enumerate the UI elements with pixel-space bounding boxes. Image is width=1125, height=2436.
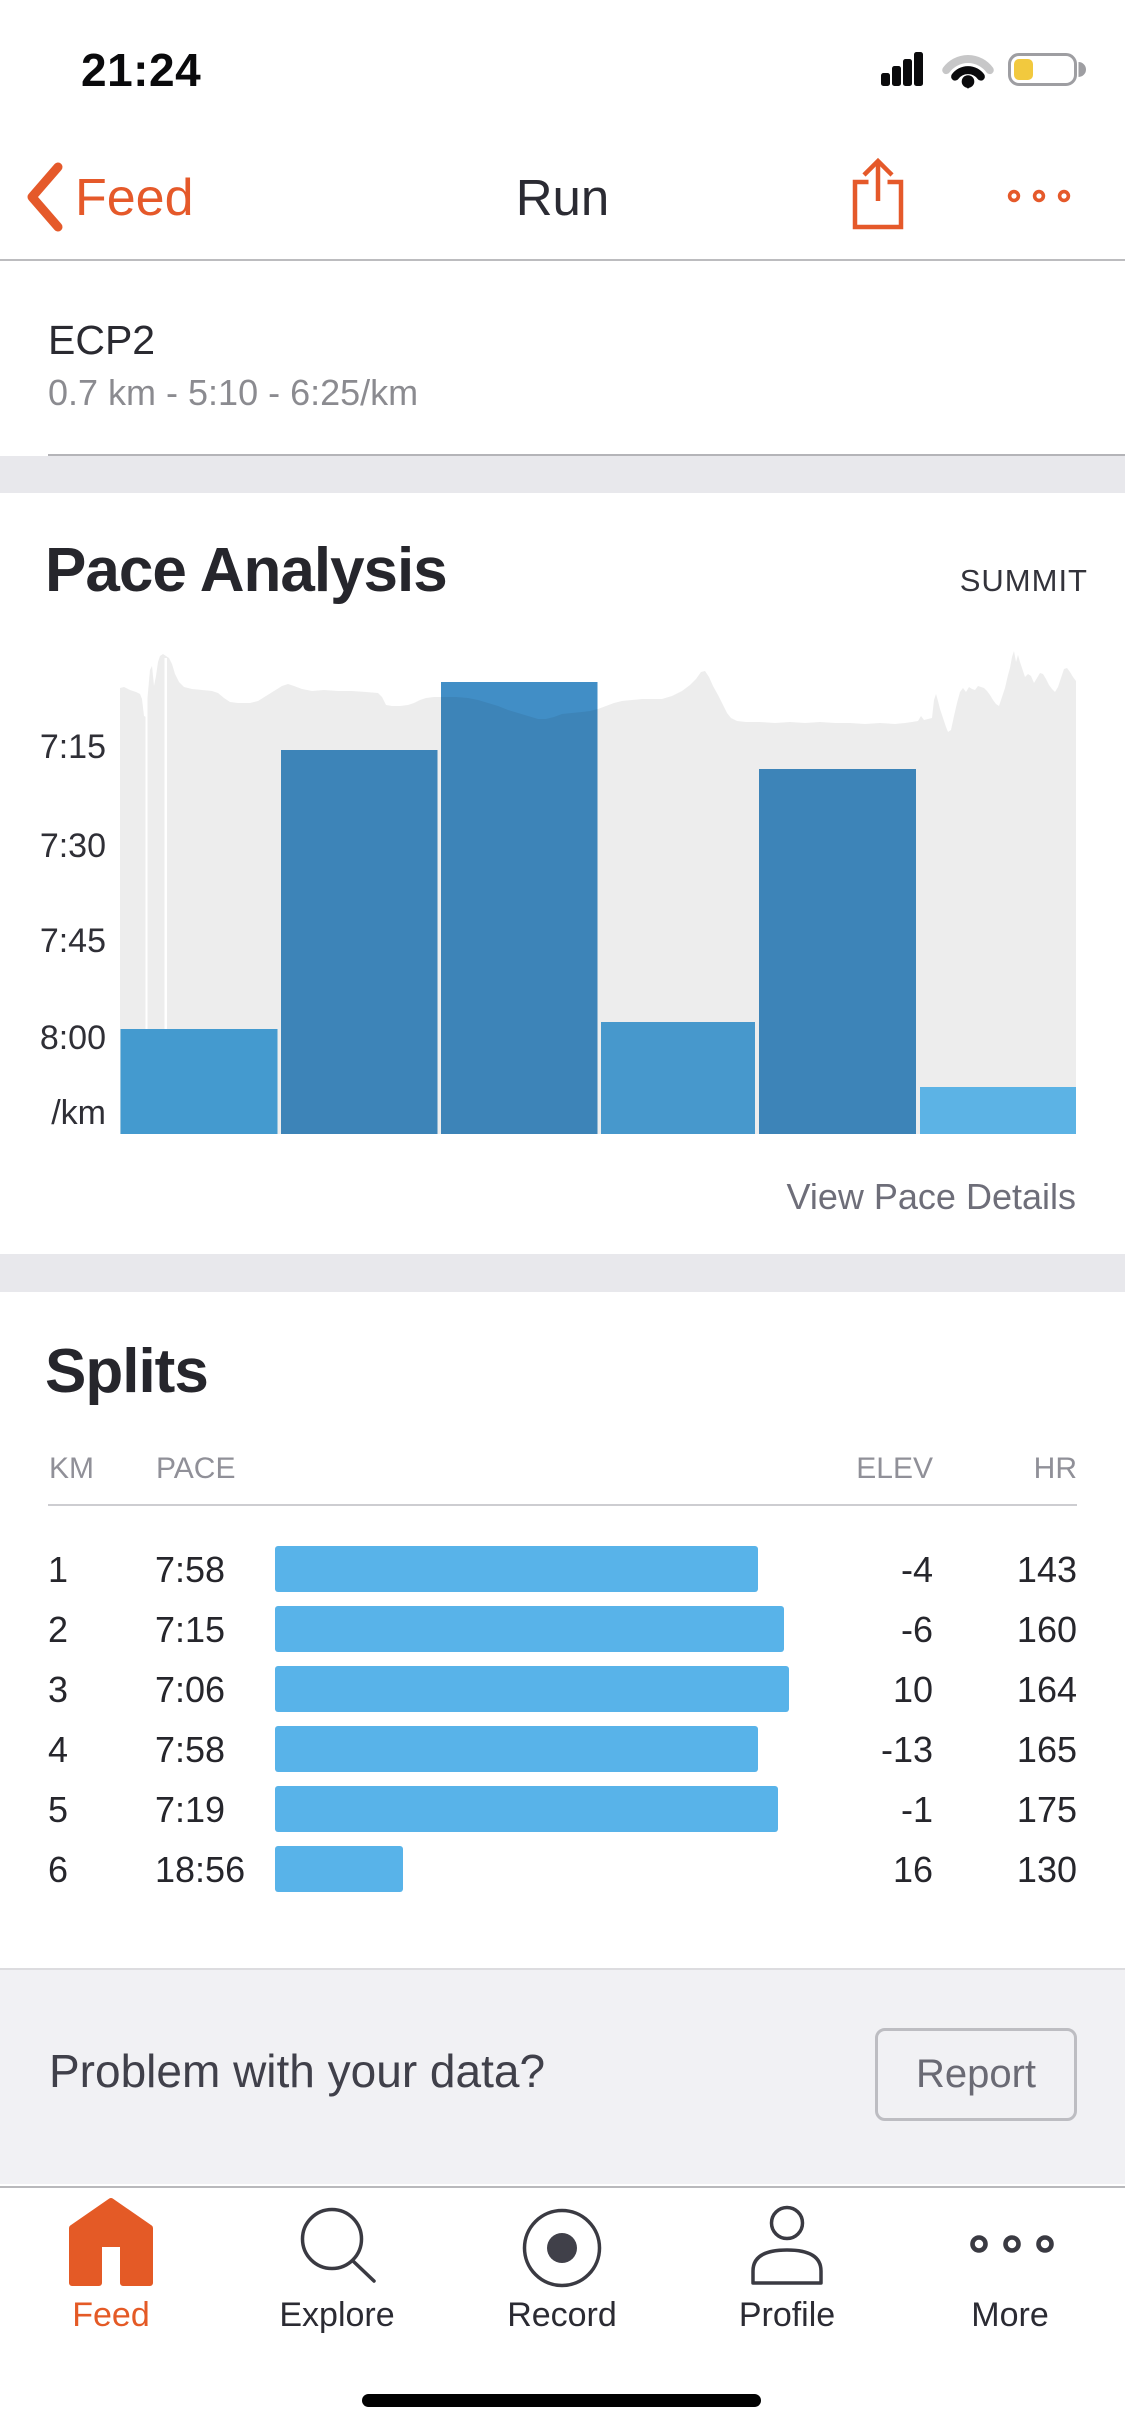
svg-text:7:45: 7:45 <box>40 922 106 960</box>
svg-text:8:00: 8:00 <box>40 1019 106 1057</box>
svg-text:7:15: 7:15 <box>40 728 106 766</box>
svg-text:7:30: 7:30 <box>40 827 106 865</box>
svg-text:/km: /km <box>51 1094 106 1132</box>
